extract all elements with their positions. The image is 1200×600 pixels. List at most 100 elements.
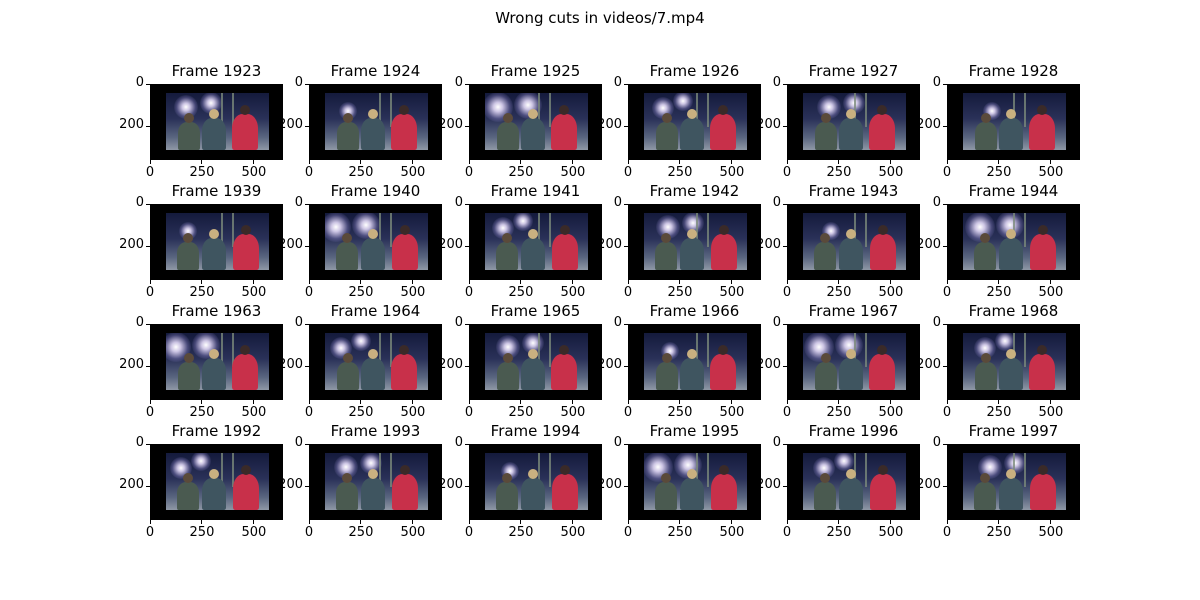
frame-panel: Frame 1940 0 250 500 0 200	[278, 182, 442, 300]
performer	[176, 482, 199, 510]
y-tick-mark	[624, 365, 628, 367]
x-tick-mark	[572, 400, 574, 404]
performer-head	[240, 465, 251, 475]
x-tick-mark	[572, 160, 574, 164]
y-tick-mark	[465, 245, 469, 247]
x-tick-label: 0	[145, 405, 155, 420]
x-tick-mark	[786, 280, 788, 284]
y-tick-label: 200	[438, 117, 463, 133]
y-tick-label: 200	[119, 117, 144, 133]
stage-pole	[548, 93, 551, 127]
video-frame-scene	[802, 93, 906, 150]
x-tick-label: 0	[623, 285, 633, 300]
x-tick-mark	[201, 280, 203, 284]
y-tick-label: 0	[454, 75, 463, 90]
x-tick-mark	[253, 160, 255, 164]
performer	[655, 122, 678, 150]
frame-panel: Frame 1941 0 250 500 0 200	[438, 182, 602, 300]
performer	[998, 118, 1023, 150]
x-tick-mark	[946, 520, 948, 524]
performer	[335, 482, 358, 510]
performer-head	[686, 469, 697, 479]
x-tick-mark	[468, 400, 470, 404]
frame-title: Frame 1997	[968, 422, 1059, 440]
x-tick-mark	[731, 520, 733, 524]
x-tick-mark	[786, 160, 788, 164]
frame-title: Frame 1924	[330, 62, 421, 80]
performer	[814, 122, 837, 150]
performer	[838, 358, 863, 390]
x-tick-mark	[627, 520, 629, 524]
stage-pole	[548, 213, 551, 247]
performer	[520, 478, 545, 510]
performer-head	[502, 113, 513, 123]
performer-red-jacket	[710, 474, 737, 510]
x-tick-mark	[838, 400, 840, 404]
x-tick-mark	[679, 520, 681, 524]
x-tick-mark	[946, 400, 948, 404]
y-tick-mark	[305, 203, 309, 205]
performer-head	[979, 473, 990, 483]
x-tick-mark	[838, 160, 840, 164]
y-tick-label: 200	[756, 237, 781, 253]
performer	[176, 242, 199, 270]
frame-image	[628, 204, 761, 280]
performer-head	[341, 233, 352, 243]
frame-image	[628, 444, 761, 520]
performer	[495, 482, 518, 510]
y-tick-mark	[783, 125, 787, 127]
y-tick-label: 200	[756, 477, 781, 493]
stage-pole	[548, 453, 551, 487]
performer-red-jacket	[232, 474, 259, 510]
frame-image	[947, 324, 1080, 400]
performer	[998, 478, 1023, 510]
performer	[998, 358, 1023, 390]
y-tick-mark	[465, 83, 469, 85]
frame-panel: Frame 1996 0 250 500 0 200	[756, 422, 920, 540]
performer-head	[980, 353, 991, 363]
y-tick-label: 200	[438, 477, 463, 493]
y-tick-mark	[783, 203, 787, 205]
y-tick-label: 200	[597, 237, 622, 253]
x-tick-label: 500	[241, 405, 267, 420]
x-tick-mark	[890, 520, 892, 524]
y-tick-mark	[943, 203, 947, 205]
performer-head	[661, 113, 672, 123]
y-tick-label: 0	[454, 195, 463, 210]
y-tick-mark	[783, 83, 787, 85]
stage-light	[190, 453, 211, 471]
y-tick-label: 200	[278, 237, 303, 253]
x-tick-label: 500	[560, 405, 586, 420]
frame-title: Frame 1965	[490, 302, 581, 320]
frame-title: Frame 1927	[808, 62, 899, 80]
y-tick-label: 200	[438, 237, 463, 253]
performer-head	[1005, 469, 1016, 479]
y-tick-mark	[305, 485, 309, 487]
performer	[973, 242, 996, 270]
frame-title: Frame 1926	[649, 62, 740, 80]
performer	[655, 362, 678, 390]
x-tick-mark	[201, 160, 203, 164]
x-tick-mark	[946, 280, 948, 284]
y-tick-label: 0	[454, 315, 463, 330]
x-tick-mark	[201, 520, 203, 524]
y-tick-mark	[943, 443, 947, 445]
x-tick-label: 250	[667, 405, 693, 420]
x-tick-mark	[149, 160, 151, 164]
y-tick-mark	[624, 323, 628, 325]
video-frame-scene	[802, 333, 906, 390]
x-tick-label: 500	[560, 285, 586, 300]
performer-head	[1005, 109, 1016, 119]
y-tick-label: 0	[135, 435, 144, 450]
performer-head	[501, 233, 512, 243]
performer-red-jacket	[550, 114, 577, 150]
x-tick-mark	[308, 280, 310, 284]
stage-light	[995, 333, 1015, 351]
frame-image	[150, 204, 283, 280]
x-tick-mark	[149, 400, 151, 404]
stage-pole	[695, 333, 698, 367]
stage-light	[199, 93, 222, 114]
stage-pole	[378, 333, 381, 367]
x-tick-mark	[627, 280, 629, 284]
performer-head	[1036, 345, 1047, 355]
